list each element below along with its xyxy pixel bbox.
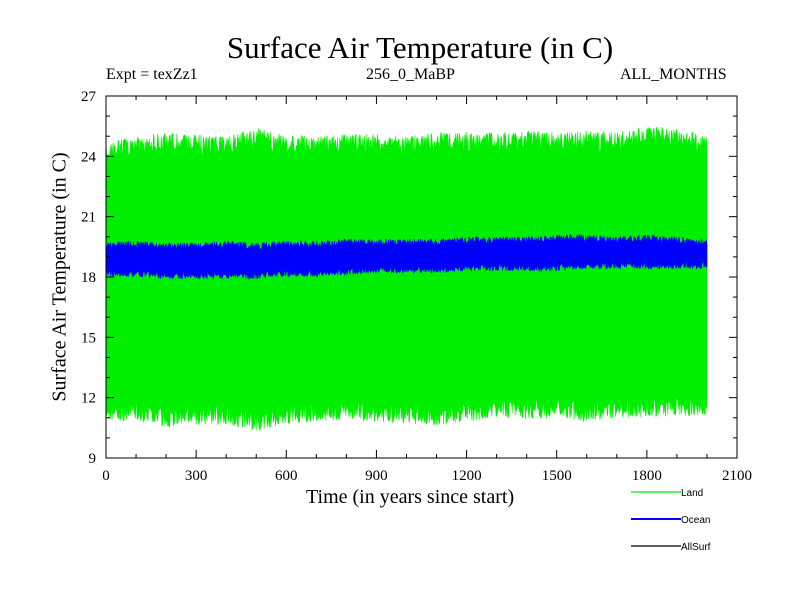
- x-tick-label: 900: [365, 468, 388, 484]
- x-tick-label: 600: [275, 468, 298, 484]
- series-ocean-band: [105, 234, 708, 281]
- y-tick-label: 27: [81, 89, 97, 105]
- subtitle-left: Expt = texZz1: [106, 66, 198, 83]
- x-axis-label: Time (in years since start): [306, 486, 515, 508]
- y-tick-label: 24: [81, 149, 97, 165]
- y-tick-label: 15: [81, 330, 96, 346]
- x-tick-label: 300: [185, 468, 208, 484]
- series-land-band: [105, 127, 708, 432]
- x-tick-label: 0: [102, 468, 110, 484]
- legend-label-ocean: Ocean: [681, 515, 710, 526]
- y-tick-label: 21: [81, 210, 96, 226]
- y-tick-label: 9: [89, 451, 97, 467]
- legend-label-land: Land: [681, 488, 703, 499]
- y-tick-label: 12: [81, 391, 96, 407]
- legend-label-allsurf: AllSurf: [681, 542, 711, 553]
- subtitle-center: 256_0_MaBP: [366, 66, 455, 83]
- subtitle-right: ALL_MONTHS: [620, 66, 727, 83]
- x-tick-label: 1800: [632, 468, 662, 484]
- y-tick-label: 18: [81, 270, 96, 286]
- x-tick-label: 1500: [542, 468, 572, 484]
- chart-title: Surface Air Temperature (in C): [226, 30, 614, 65]
- x-tick-label: 2100: [722, 468, 752, 484]
- x-tick-label: 1200: [452, 468, 482, 484]
